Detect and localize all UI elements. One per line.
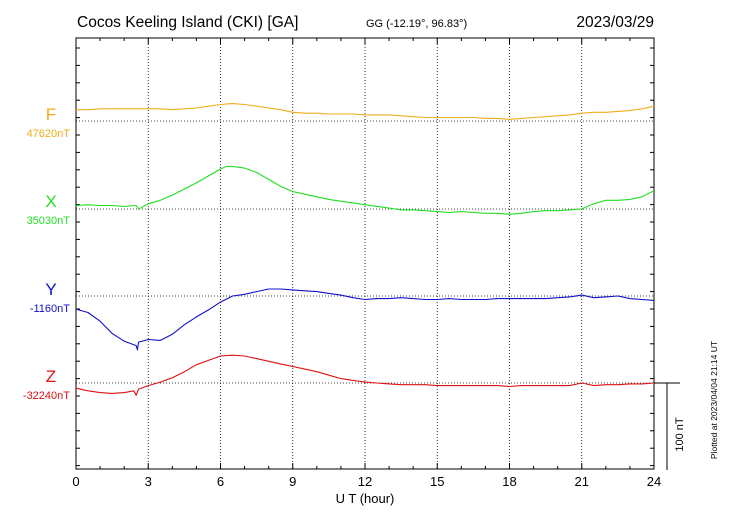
x-tick-label: 0 bbox=[72, 474, 79, 489]
x-tick-label: 21 bbox=[575, 474, 589, 489]
x-tick-label: 6 bbox=[217, 474, 224, 489]
series-baseline-z: -32240nT bbox=[23, 390, 70, 402]
series-line-y bbox=[75, 288, 655, 351]
series-name-z: Z bbox=[46, 367, 56, 386]
scale-bar: 100 nT bbox=[654, 382, 686, 470]
plotted-note: Plotted at 2023/04/04 21:14 UT bbox=[709, 341, 719, 459]
series-labels: F 47620nT X 35030nT Y -1160nT Z -32240nT bbox=[23, 105, 70, 402]
grid bbox=[76, 38, 654, 469]
x-tick-label: 15 bbox=[430, 474, 444, 489]
series-baseline-f: 47620nT bbox=[27, 128, 71, 140]
x-axis-label: U T (hour) bbox=[336, 491, 395, 506]
date-label: 2023/03/29 bbox=[576, 14, 654, 31]
series-line-f bbox=[76, 103, 655, 120]
chart-title: Cocos Keeling Island (CKI) [GA] bbox=[77, 14, 298, 31]
series-name-f: F bbox=[46, 105, 56, 124]
x-tick-labels: 0 3 6 9 12 15 18 21 24 bbox=[72, 474, 661, 489]
series-line-x bbox=[75, 165, 655, 215]
x-tick-label: 12 bbox=[358, 474, 372, 489]
coordinates-label: GG (-12.19°, 96.83°) bbox=[366, 18, 467, 30]
scale-bar-label: 100 nT bbox=[674, 417, 686, 452]
series-name-y: Y bbox=[45, 280, 56, 299]
series-baseline-y: -1160nT bbox=[30, 303, 70, 315]
x-tick-label: 3 bbox=[145, 474, 152, 489]
series-lines bbox=[75, 103, 655, 396]
series-name-x: X bbox=[45, 192, 56, 211]
ticks bbox=[75, 38, 655, 469]
x-tick-label: 9 bbox=[289, 474, 296, 489]
series-baseline-x: 35030nT bbox=[27, 215, 71, 227]
x-tick-label: 24 bbox=[647, 474, 661, 489]
x-tick-label: 18 bbox=[502, 474, 516, 489]
series-line-z bbox=[75, 354, 655, 396]
